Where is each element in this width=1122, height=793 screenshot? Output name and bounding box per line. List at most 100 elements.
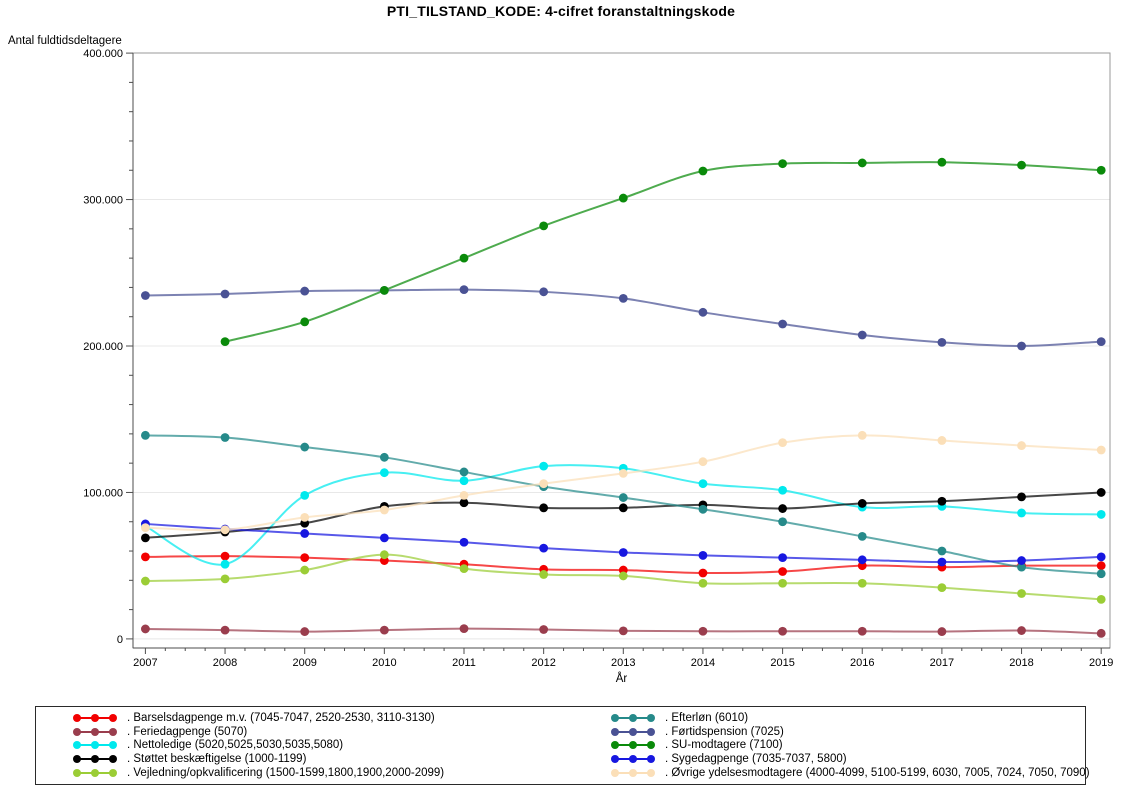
series-marker (300, 490, 310, 500)
legend-label: . SU-modtagere (7100) (665, 739, 783, 752)
series-marker (539, 503, 549, 513)
series-marker (300, 512, 310, 522)
x-tick-label: 2013 (611, 657, 635, 669)
series-marker (1017, 160, 1026, 170)
legend-label: . Sygedagpenge (7035-7037, 5800) (665, 753, 847, 766)
legend-marker-dot (611, 755, 619, 764)
series-marker (300, 317, 310, 327)
series-marker (300, 565, 310, 575)
series-marker (857, 499, 867, 508)
chart-title: PTI_TILSTAND_KODE: 4-cifret foranstaltni… (386, 3, 736, 19)
x-tick-label: 2012 (531, 657, 555, 669)
y-tick-label: 400.000 (83, 48, 123, 60)
legend-item: . Feriedagpenge (5070) (72, 726, 610, 738)
series-marker (857, 158, 867, 168)
legend-label: . Øvrige ydelsesmodtagere (4000-4099, 51… (665, 767, 1090, 780)
legend-marker-dot (109, 755, 117, 764)
series-marker (778, 626, 787, 636)
series-marker (141, 533, 150, 543)
series-marker (379, 452, 389, 462)
series-marker (1096, 510, 1106, 519)
series-marker (698, 626, 708, 636)
series-marker (141, 552, 150, 562)
series-marker (1096, 488, 1106, 497)
legend-label: . Førtidspension (7025) (665, 725, 784, 738)
x-tick-label: 2015 (770, 657, 794, 669)
series-marker (1017, 341, 1026, 351)
legend-marker-dot (91, 769, 99, 778)
series-marker (379, 625, 389, 635)
series-marker (698, 504, 708, 514)
legend-marker-dot (647, 713, 655, 722)
series-marker (778, 553, 787, 563)
legend-marker-dot (629, 741, 637, 750)
legend-label: . Støttet beskæftigelse (1000-1199) (127, 753, 307, 766)
legend-marker-dot (611, 727, 619, 736)
series-marker (937, 627, 947, 636)
legend-marker-dot (629, 769, 637, 778)
legend-marker-dot (91, 727, 99, 736)
series-line (224, 161, 1102, 343)
series-marker (220, 289, 230, 299)
series-marker (459, 624, 469, 634)
series-marker (459, 490, 469, 500)
legend-marker-dot (611, 713, 619, 722)
x-tick-label: 2009 (292, 657, 316, 669)
series-marker (379, 550, 389, 560)
series-marker (778, 319, 787, 329)
legend-line-swatch (611, 755, 655, 764)
y-tick-label: 200.000 (83, 341, 123, 353)
series-marker (220, 559, 230, 569)
series-marker (141, 576, 150, 586)
series-marker (698, 457, 708, 467)
legend-marker-dot (73, 769, 81, 778)
x-tick-label: 2018 (1009, 657, 1033, 669)
series-marker (857, 555, 867, 565)
legend-label: . Barselsdagpenge m.v. (7045-7047, 2520-… (127, 711, 435, 724)
series-marker (379, 468, 389, 478)
series-marker (778, 578, 787, 588)
legend-item: . Støttet beskæftigelse (1000-1199) (72, 753, 610, 765)
y-axis-title: Antal fuldtidsdeltagere (8, 35, 122, 47)
legend-marker-dot (73, 713, 81, 722)
legend-label: . Efterløn (6010) (665, 711, 749, 724)
legend-line-swatch (611, 769, 655, 778)
legend-marker-dot (629, 713, 637, 722)
series-marker (937, 557, 947, 567)
series-marker (1096, 561, 1106, 571)
y-tick-label: 0 (117, 634, 123, 646)
series-marker (539, 461, 549, 471)
legend-item: . Øvrige ydelsesmodtagere (4000-4099, 51… (610, 767, 1090, 779)
series-marker (618, 548, 628, 557)
legend: . Barselsdagpenge m.v. (7045-7047, 2520-… (35, 706, 1090, 785)
series-marker (220, 337, 230, 347)
series-marker (778, 485, 787, 495)
legend-marker-dot (73, 755, 81, 764)
legend-marker-dot (91, 755, 99, 764)
legend-marker-dot (109, 769, 117, 778)
legend-marker-dot (611, 769, 619, 778)
series-marker (1017, 562, 1026, 572)
series-marker (778, 567, 787, 576)
legend-label: . Nettoledige (5020,5025,5030,5035,5080) (127, 739, 344, 752)
legend-marker-dot (647, 741, 655, 750)
series-marker (300, 442, 310, 452)
series-marker (1096, 337, 1106, 347)
series-marker (379, 533, 389, 543)
series-marker (937, 337, 947, 347)
series-marker (1017, 441, 1026, 450)
legend-marker-dot (109, 727, 117, 736)
plot-frame (132, 52, 1111, 649)
series-marker (857, 578, 867, 588)
series-marker (300, 627, 310, 636)
legend-line-swatch (73, 755, 117, 764)
series-marker (778, 517, 787, 527)
x-tick-label: 2008 (213, 657, 237, 669)
series-marker (698, 307, 708, 317)
series-marker (539, 543, 549, 553)
series-marker (141, 523, 150, 532)
y-tick-label: 100.000 (83, 487, 123, 499)
series-marker (1096, 445, 1106, 455)
x-tick-label: 2007 (133, 657, 157, 669)
